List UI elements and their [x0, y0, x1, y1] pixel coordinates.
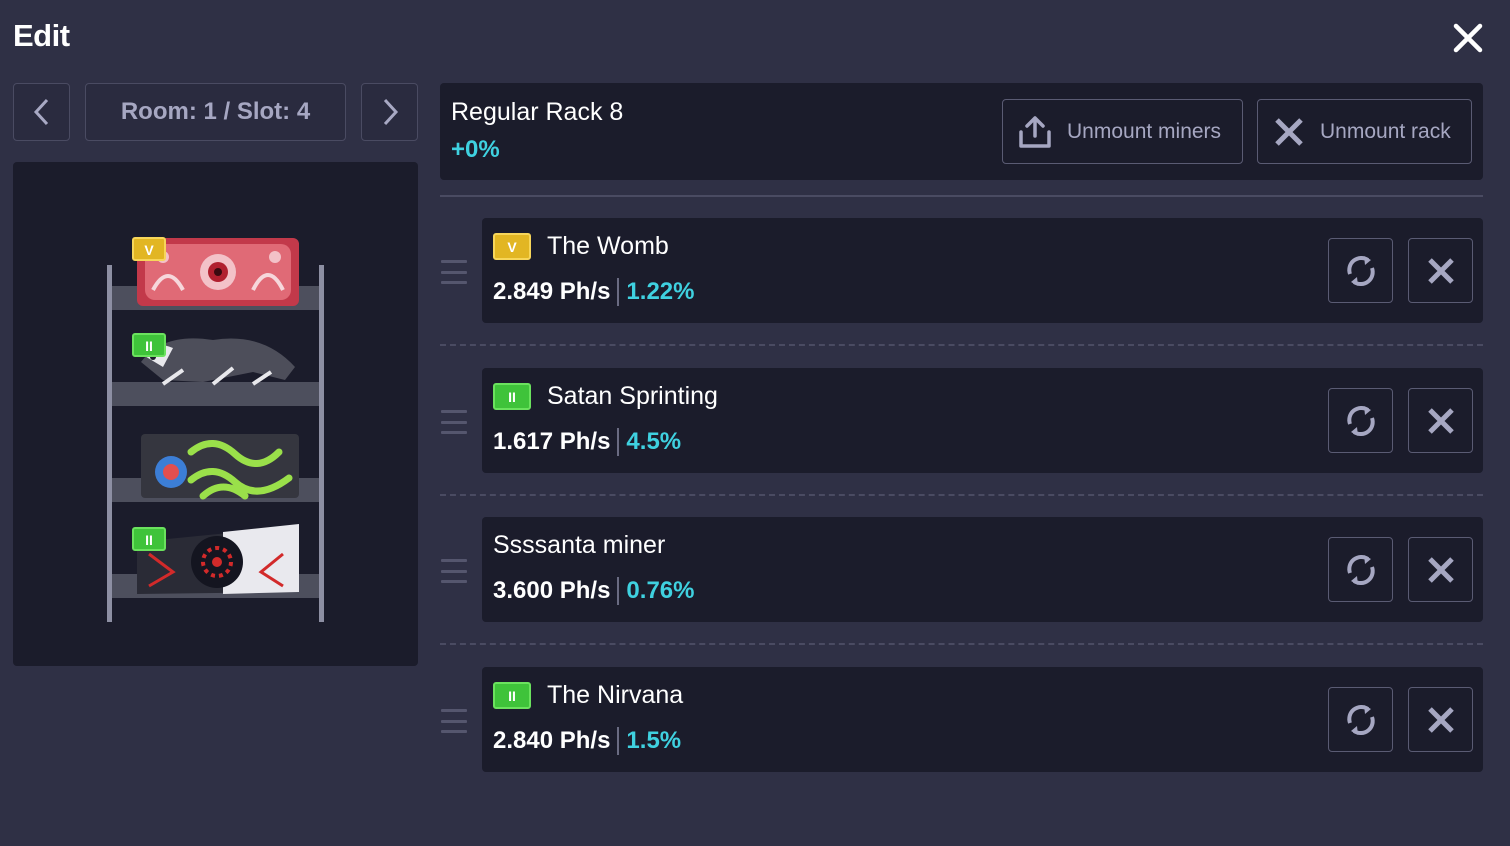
chevron-left-icon — [33, 98, 48, 126]
drag-handle[interactable] — [441, 260, 467, 284]
miner-stats: 1.617 Ph/s 4.5% — [493, 427, 681, 457]
svg-text:II: II — [145, 338, 153, 354]
page-title: Edit — [13, 18, 70, 53]
unmount-rack-label: Unmount rack — [1320, 119, 1451, 143]
divider — [440, 643, 1483, 645]
stat-separator — [617, 428, 620, 456]
miner-power: 2.849 Ph/s — [493, 278, 611, 305]
prev-slot-button[interactable] — [13, 83, 70, 141]
divider — [440, 195, 1483, 197]
rack-bonus: +0% — [451, 136, 500, 163]
close-icon — [1275, 117, 1303, 146]
unmount-miners-button[interactable]: Unmount miners — [1002, 99, 1243, 164]
miner-card: II Satan Sprinting 1.617 Ph/s 4.5% — [482, 368, 1483, 473]
rack-illustration: V II — [107, 237, 324, 622]
svg-text:V: V — [144, 242, 154, 258]
badge-green-icon — [132, 527, 166, 551]
close-icon — [1427, 407, 1454, 434]
miner-name: Satan Sprinting — [547, 382, 718, 410]
replace-miner-button[interactable] — [1328, 537, 1393, 602]
miner-stats: 3.600 Ph/s 0.76% — [493, 576, 694, 606]
remove-miner-button[interactable] — [1408, 388, 1473, 453]
miner-bonus: 0.76% — [626, 577, 695, 604]
miner-name: The Nirvana — [547, 681, 684, 709]
miner-stats: 2.849 Ph/s 1.22% — [493, 277, 694, 307]
next-slot-button[interactable] — [361, 83, 418, 141]
close-icon — [1427, 257, 1454, 284]
miner-power: 3.600 Ph/s — [493, 577, 611, 604]
remove-miner-button[interactable] — [1408, 537, 1473, 602]
ssssanta-miner-icon — [141, 434, 299, 500]
remove-miner-button[interactable] — [1408, 238, 1473, 303]
miner-name: Ssssanta miner — [493, 531, 666, 559]
drag-handle[interactable] — [441, 410, 467, 434]
upload-icon — [1019, 115, 1051, 148]
drag-handle[interactable] — [441, 559, 467, 583]
remove-miner-button[interactable] — [1408, 687, 1473, 752]
miner-level-badge: II — [493, 682, 531, 709]
replace-miner-button[interactable] — [1328, 687, 1393, 752]
divider — [440, 494, 1483, 496]
refresh-icon — [1346, 704, 1375, 735]
close-icon — [1427, 706, 1454, 733]
miner-card: Ssssanta miner 3.600 Ph/s 0.76% — [482, 517, 1483, 622]
close-icon — [1453, 23, 1483, 53]
stat-separator — [617, 727, 620, 755]
replace-miner-button[interactable] — [1328, 238, 1393, 303]
chevron-right-icon — [383, 98, 398, 126]
miner-card: V The Womb 2.849 Ph/s 1.22% — [482, 218, 1483, 323]
unmount-rack-button[interactable]: Unmount rack — [1257, 99, 1472, 164]
refresh-icon — [1346, 554, 1375, 585]
nirvana-miner-icon — [137, 524, 299, 594]
divider — [440, 344, 1483, 346]
miner-level-badge: V — [493, 233, 531, 260]
badge-green-icon — [132, 333, 166, 357]
rack-header: Regular Rack 8 +0% Unmount miners Unmoun… — [440, 83, 1483, 180]
unmount-miners-label: Unmount miners — [1067, 119, 1222, 143]
miner-power: 1.617 Ph/s — [493, 428, 611, 455]
close-button[interactable] — [1448, 18, 1488, 58]
miner-card: II The Nirvana 2.840 Ph/s 1.5% — [482, 667, 1483, 772]
close-icon — [1427, 556, 1454, 583]
stat-separator — [617, 577, 620, 605]
miner-bonus: 1.5% — [626, 727, 682, 754]
miner-bonus: 4.5% — [626, 428, 682, 455]
stat-separator — [617, 278, 620, 306]
miner-stats: 2.840 Ph/s 1.5% — [493, 726, 681, 756]
replace-miner-button[interactable] — [1328, 388, 1393, 453]
refresh-icon — [1346, 405, 1375, 436]
slot-label: Room: 1 / Slot: 4 — [85, 83, 346, 141]
drag-handle[interactable] — [441, 709, 467, 733]
miner-bonus: 1.22% — [626, 278, 695, 305]
rack-name: Regular Rack 8 — [451, 98, 624, 126]
miner-power: 2.840 Ph/s — [493, 727, 611, 754]
rack-preview: V II — [13, 162, 418, 666]
refresh-icon — [1346, 255, 1375, 286]
miner-level-badge: II — [493, 383, 531, 410]
badge-yellow-icon — [132, 237, 166, 261]
womb-miner-icon — [137, 238, 299, 306]
miner-name: The Womb — [547, 232, 669, 260]
svg-text:II: II — [145, 532, 153, 548]
